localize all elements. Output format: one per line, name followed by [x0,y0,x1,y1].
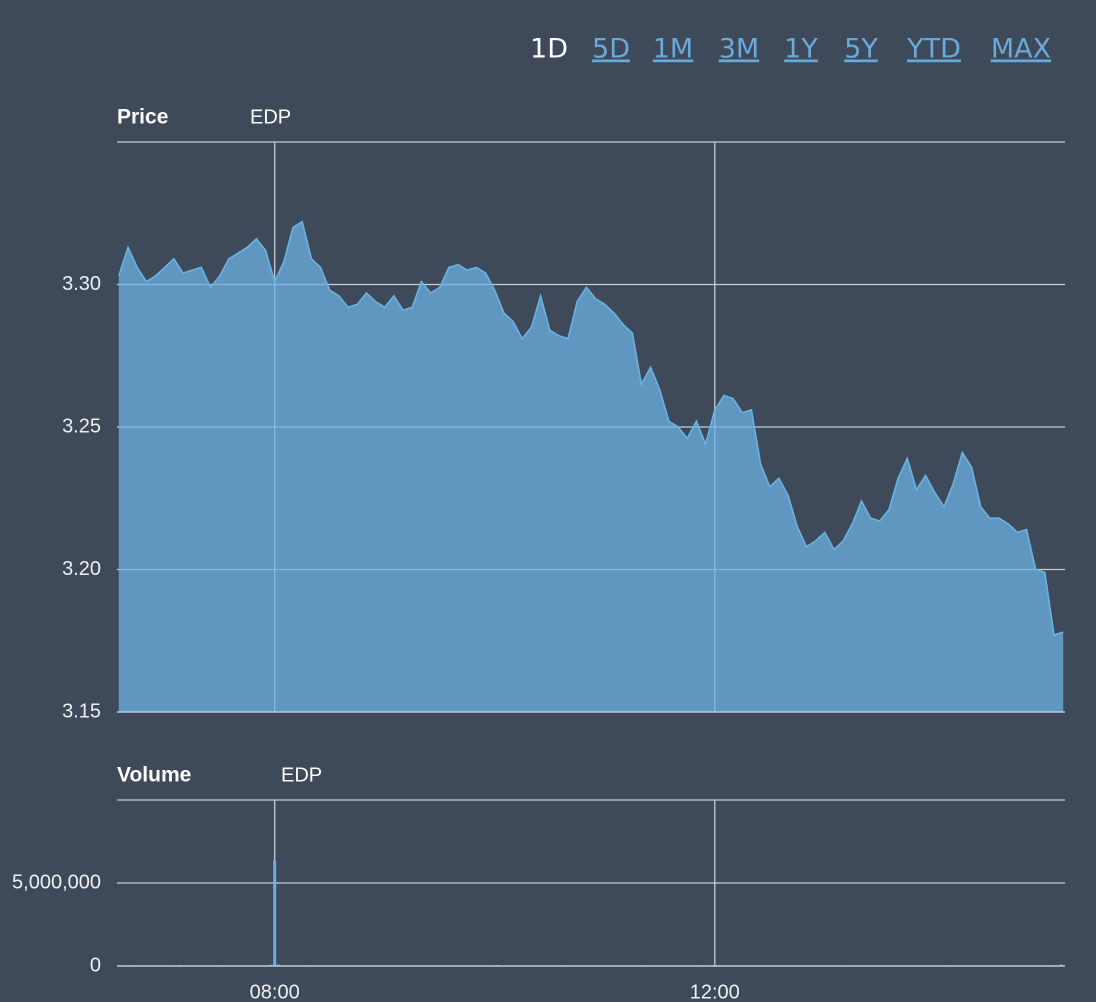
range-button[interactable]: YTD [906,34,961,65]
x-tick-label: 12:00 [690,981,740,1002]
price-area [118,221,1064,713]
range-button[interactable]: 1Y [784,34,818,65]
y-tick-label: 3.30 [62,273,101,295]
y-tick-label: 3.20 [62,558,101,580]
y-tick-label: 0 [90,954,101,976]
volume-bar [276,964,280,966]
x-tick-label: 08:00 [250,981,300,1002]
y-tick-label: 3.25 [62,415,101,437]
y-tick-label: 5,000,000 [12,871,101,893]
range-button[interactable]: 5Y [844,34,878,65]
series-name: EDP [250,106,291,128]
chart-title: Volume [117,764,191,787]
volume-bar [273,860,277,966]
range-button[interactable]: MAX [991,34,1051,65]
chart-title: Price [117,106,168,129]
price-line [118,220,1064,637]
series-name: EDP [281,764,322,786]
volume-bar [1059,964,1063,966]
range-button[interactable]: 1M [653,34,693,65]
range-button[interactable]: 3M [719,34,759,65]
y-tick-label: 3.15 [62,700,101,722]
range-button[interactable]: 1D [530,34,568,65]
range-button[interactable]: 5D [592,34,630,65]
